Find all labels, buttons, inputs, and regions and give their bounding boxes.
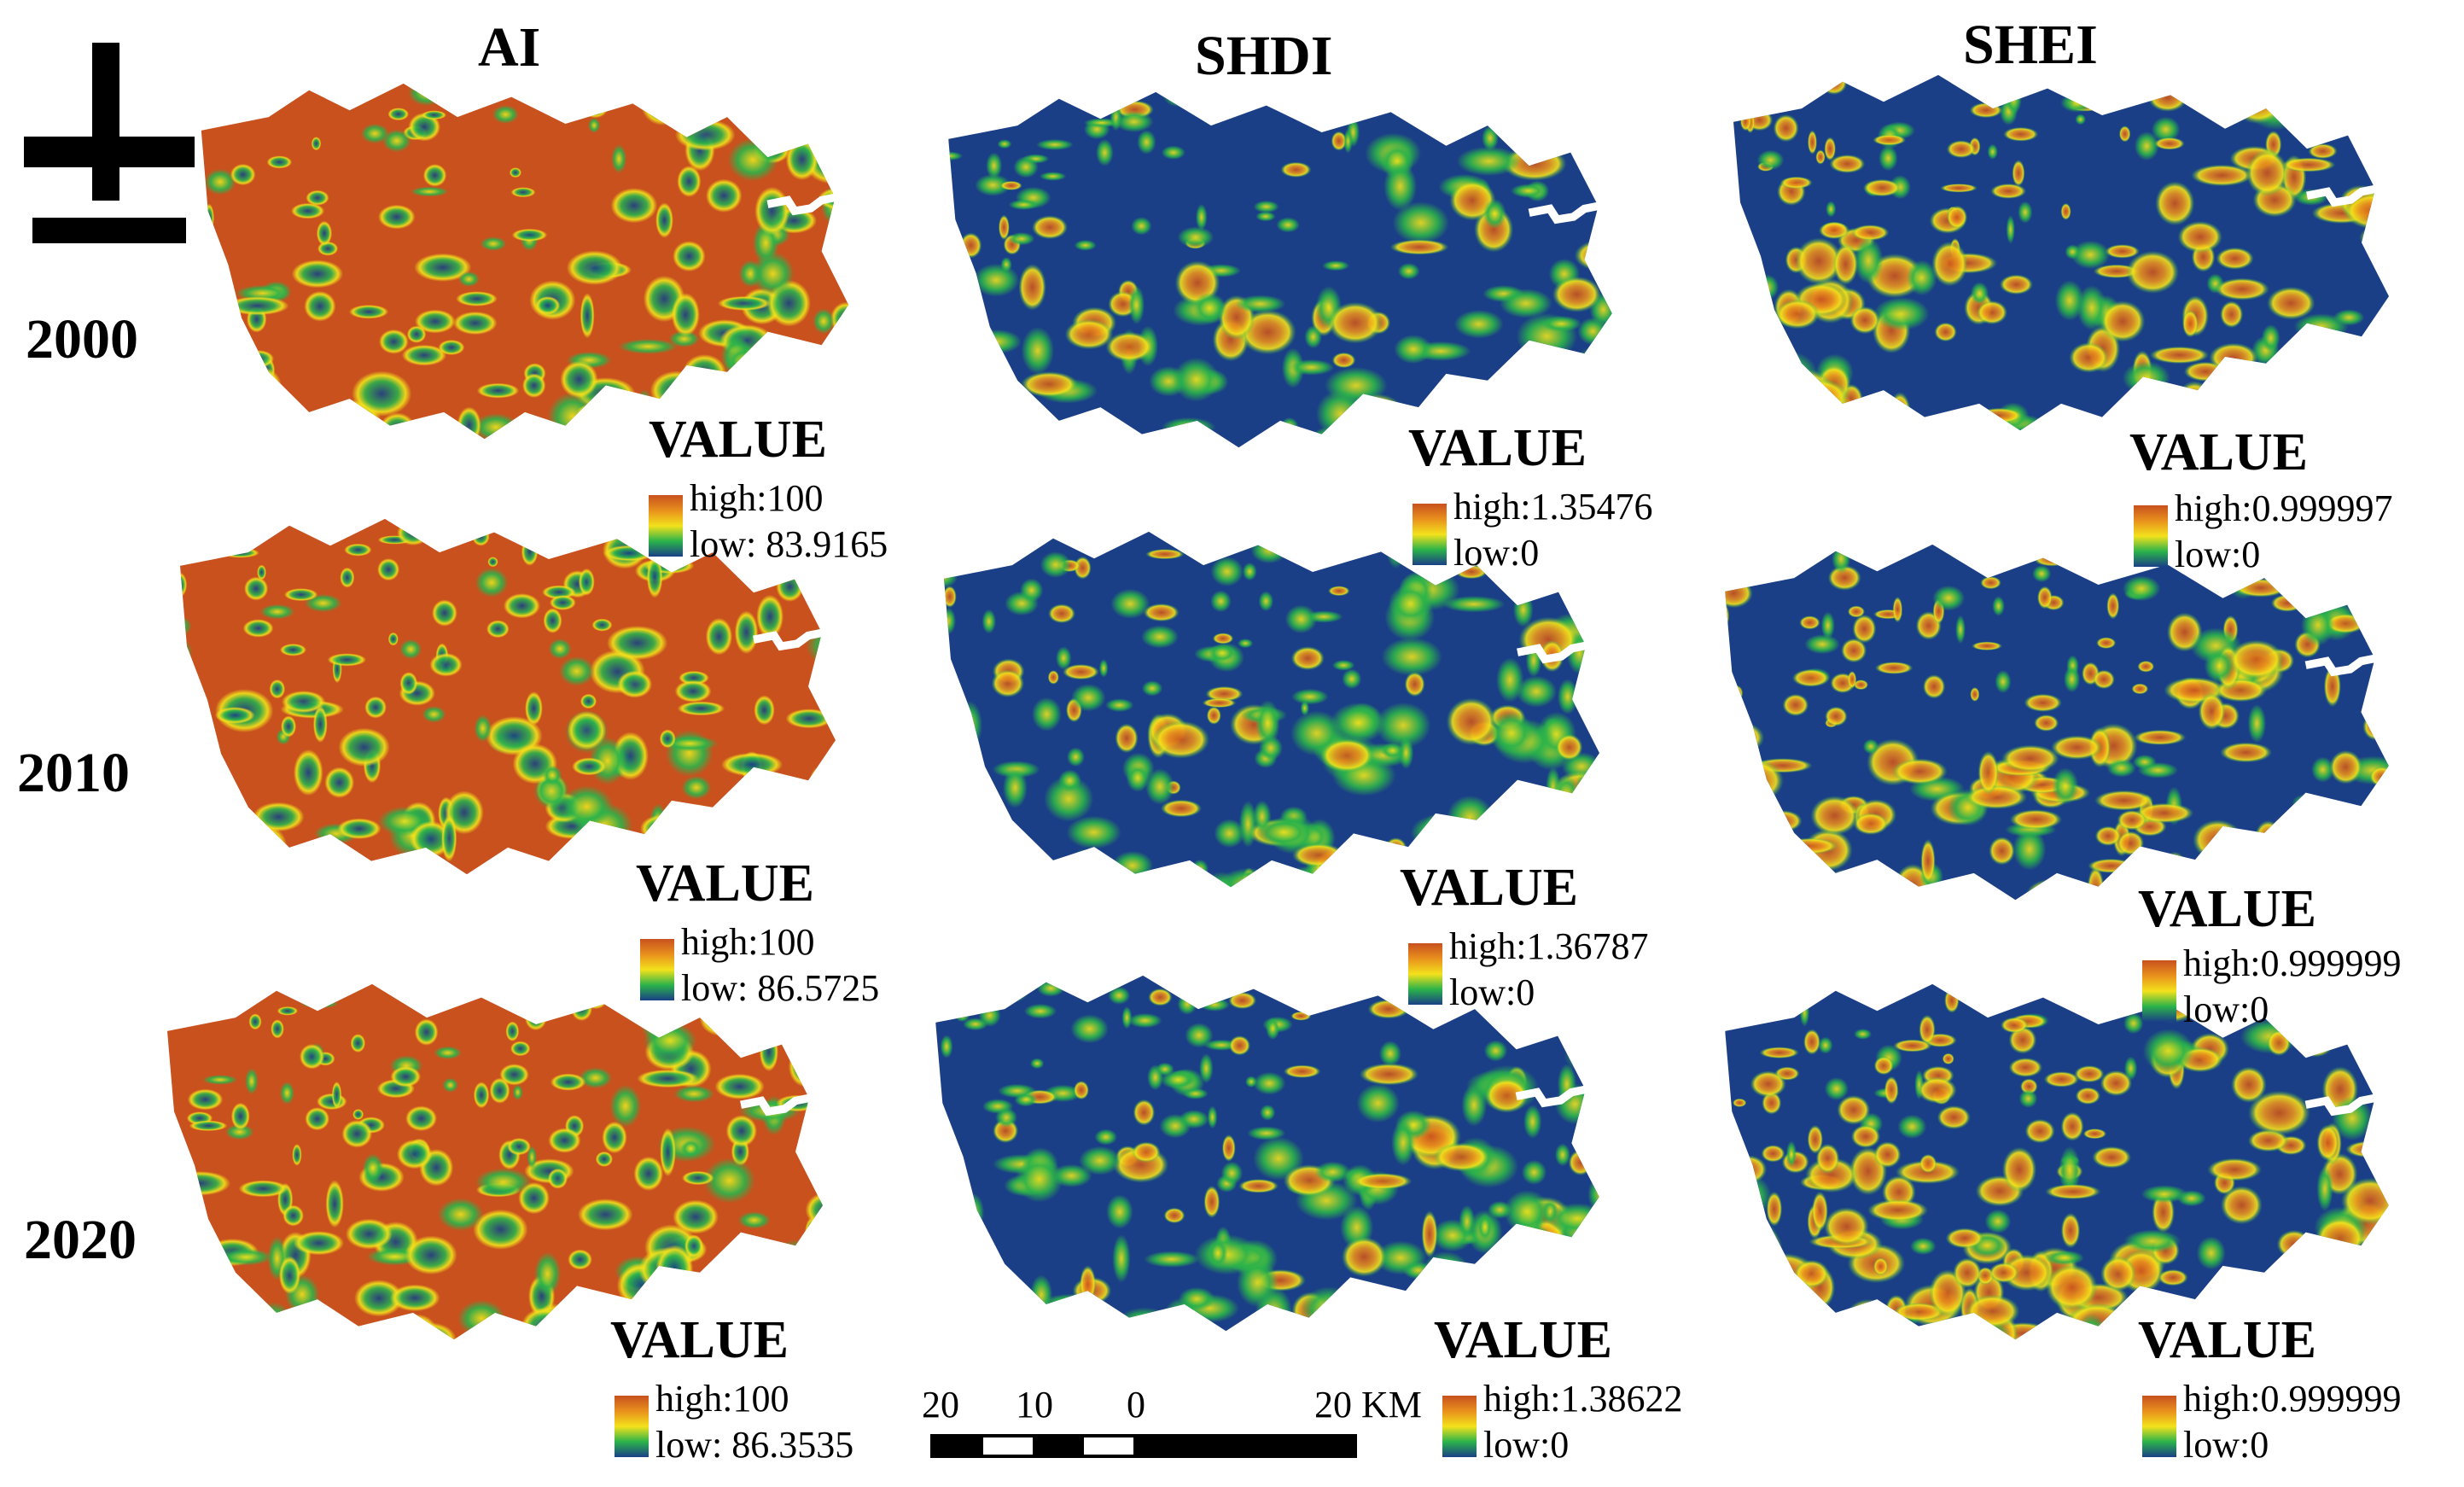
map-shei-2000 (1733, 74, 2389, 431)
color-ramp-ai-2000 (649, 495, 683, 557)
column-title-ai: AI (478, 16, 541, 79)
color-ramp-shdi-2000 (1413, 504, 1447, 565)
scale-label-0: 0 (1127, 1384, 1145, 1426)
legend-title-shei-2000: VALUE (2129, 423, 2309, 481)
legend-low-shei-2020: low:0 (2183, 1424, 2269, 1466)
row-label-2010: 2010 (17, 742, 130, 804)
legend-high-shei-2000: high:0.999997 (2175, 487, 2393, 529)
map-ai-2020 (167, 983, 823, 1340)
legend-high-shei-2010: high:0.999999 (2183, 942, 2402, 984)
legend-low-ai-2020: low: 86.3535 (655, 1424, 854, 1466)
color-ramp-shei-2000 (2134, 505, 2168, 567)
legend-high-shdi-2020: high:1.38622 (1483, 1378, 1683, 1420)
legend-title-shdi-2000: VALUE (1408, 419, 1587, 477)
row-label-2000: 2000 (26, 308, 138, 370)
map-ai-2000 (201, 83, 849, 440)
legend-title-ai-2020: VALUE (610, 1311, 789, 1369)
map-shei-2010 (1725, 544, 2389, 901)
legend-high-shdi-2000: high:1.35476 (1453, 486, 1653, 528)
north-arrow-icon (24, 43, 195, 260)
legend-title-shei-2010: VALUE (2138, 880, 2317, 938)
color-ramp-shei-2020 (2142, 1396, 2176, 1457)
legend-title-shdi-2020: VALUE (1434, 1311, 1613, 1369)
map-shei-2020 (1725, 983, 2389, 1340)
legend-high-ai-2000: high:100 (690, 477, 824, 519)
scale-label-20-left: 20 (922, 1384, 959, 1426)
column-title-shdi: SHDI (1195, 25, 1333, 87)
color-ramp-shei-2010 (2142, 960, 2176, 1022)
legend-low-ai-2010: low: 86.5725 (681, 967, 880, 1009)
legend-low-shdi-2020: low:0 (1483, 1424, 1570, 1466)
map-shdi-2000 (948, 91, 1612, 448)
color-ramp-ai-2010 (640, 939, 674, 1000)
legend-low-ai-2000: low: 83.9165 (690, 523, 888, 565)
scale-label-20-km: 20 KM (1314, 1384, 1422, 1426)
legend-low-shei-2000: low:0 (2175, 534, 2261, 575)
legend-high-ai-2020: high:100 (655, 1378, 789, 1420)
row-label-2020: 2020 (24, 1209, 137, 1271)
legend-low-shdi-2010: low:0 (1449, 971, 1535, 1013)
legend-title-ai-2000: VALUE (649, 411, 828, 469)
map-ai-2010 (180, 518, 836, 875)
map-shdi-2010 (944, 531, 1599, 888)
scale-label-10: 10 (1016, 1384, 1053, 1426)
legend-title-shdi-2010: VALUE (1400, 859, 1579, 917)
color-ramp-shdi-2010 (1408, 943, 1442, 1005)
legend-high-shdi-2010: high:1.36787 (1449, 925, 1649, 967)
legend-high-shei-2020: high:0.999999 (2183, 1378, 2402, 1420)
column-title-shei: SHEI (1963, 14, 2098, 76)
map-shdi-2020 (935, 975, 1599, 1332)
legend-title-ai-2010: VALUE (636, 854, 815, 913)
legend-title-shei-2020: VALUE (2138, 1311, 2317, 1369)
color-ramp-shdi-2020 (1442, 1396, 1477, 1457)
legend-low-shei-2010: low:0 (2183, 988, 2269, 1030)
legend-high-ai-2010: high:100 (681, 921, 815, 963)
color-ramp-ai-2020 (615, 1396, 649, 1457)
legend-low-shdi-2000: low:0 (1453, 532, 1540, 574)
